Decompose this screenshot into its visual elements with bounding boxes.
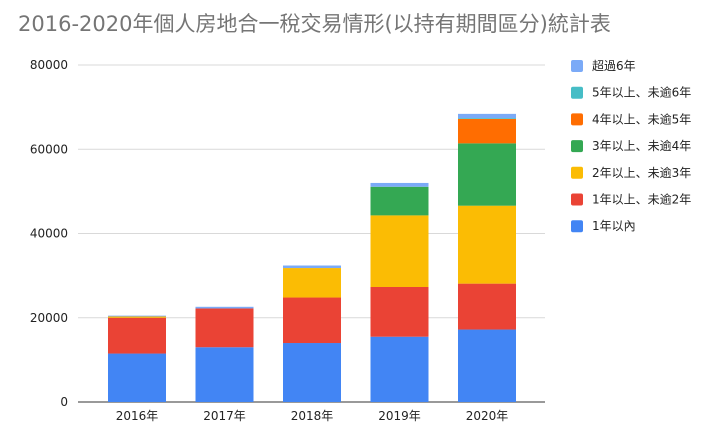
legend-label: 3年以上、未逾4年 <box>592 138 691 153</box>
bar-segment <box>370 286 429 337</box>
bar-segment <box>195 306 254 309</box>
bar-segment <box>108 353 166 402</box>
legend-swatch <box>571 140 583 153</box>
bar-segment <box>370 182 429 187</box>
legend-item: 4年以上、未逾5年 <box>571 111 691 126</box>
bar-segment <box>370 215 429 287</box>
bar-segment <box>370 186 429 216</box>
legend: 超過6年 5年以上、未逾6年 4年以上、未逾5年 3年以上、未逾4年 2年以上、未逾3年… <box>571 58 691 233</box>
bar-segment <box>283 297 341 344</box>
y-tick-label: 20000 <box>30 311 68 325</box>
bar-segment <box>108 317 166 354</box>
bar-segment <box>283 268 341 298</box>
legend-label: 5年以上、未逾6年 <box>592 85 691 100</box>
chart-title: 2016-2020年個人房地合一稅交易情形(以持有期間區分)統計表 <box>18 12 611 36</box>
bar-segment <box>370 336 429 402</box>
legend-label: 2年以上、未逾3年 <box>592 165 691 180</box>
bar-segment <box>458 113 516 119</box>
bar-segment <box>195 308 254 348</box>
legend-item: 3年以上、未逾4年 <box>571 138 691 153</box>
x-tick-label: 2018年 <box>291 409 334 423</box>
legend-swatch <box>571 193 583 206</box>
legend-item: 5年以上、未逾6年 <box>571 85 691 100</box>
legend-label: 4年以上、未逾5年 <box>592 111 691 126</box>
bar-segment <box>458 329 516 402</box>
bar-segment <box>458 205 516 284</box>
y-tick-label: 60000 <box>30 142 68 156</box>
legend-swatch <box>571 113 583 126</box>
legend-swatch <box>571 166 583 179</box>
bar-segment <box>108 316 166 318</box>
x-tick-label: 2019年 <box>378 409 421 423</box>
legend-item: 1年以上、未逾2年 <box>571 192 691 207</box>
bar-segment <box>458 118 516 144</box>
x-tick-label: 2017年 <box>203 409 246 423</box>
y-tick-label: 80000 <box>30 58 68 72</box>
bar-segment <box>283 343 341 402</box>
y-axis-ticks: 0 20000 40000 60000 80000 <box>30 58 68 409</box>
bar-segment <box>458 283 516 330</box>
legend-label: 1年以上、未逾2年 <box>592 192 691 207</box>
legend-label: 1年以內 <box>592 219 636 233</box>
legend-swatch <box>571 220 583 233</box>
x-tick-label: 2020年 <box>466 409 509 423</box>
legend-swatch <box>571 60 583 72</box>
bars <box>108 113 516 402</box>
x-axis-ticks: 2016年 2017年 2018年 2019年 2020年 <box>116 409 509 423</box>
x-tick-label: 2016年 <box>116 409 159 423</box>
legend-item: 1年以內 <box>571 219 636 233</box>
y-tick-label: 0 <box>60 395 68 409</box>
bar-segment <box>458 118 516 119</box>
bar-segment <box>458 143 516 206</box>
legend-label: 超過6年 <box>592 58 636 73</box>
legend-swatch <box>571 86 583 99</box>
y-tick-label: 40000 <box>30 227 68 241</box>
bar-segment <box>283 265 341 269</box>
legend-item: 2年以上、未逾3年 <box>571 165 691 180</box>
bar-segment <box>195 347 254 402</box>
legend-item: 超過6年 <box>571 58 636 73</box>
bar-segment <box>108 315 166 317</box>
